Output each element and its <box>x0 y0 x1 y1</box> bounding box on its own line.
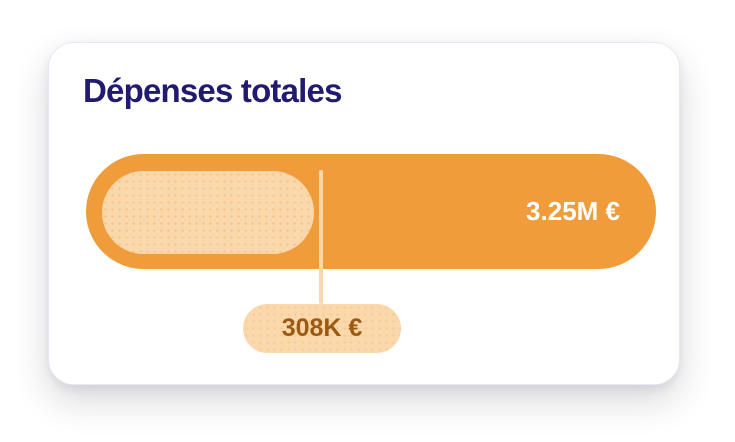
total-expenses-card: Dépenses totales 3.25M € 308K € <box>48 42 680 385</box>
total-expenses-bar[interactable]: 3.25M € <box>86 154 656 269</box>
callout-value-label: 308K € <box>281 314 363 342</box>
value-callout-pill: 308K € <box>243 304 401 353</box>
total-value-label: 3.25M € <box>526 196 620 226</box>
card-title: Dépenses totales <box>83 72 342 109</box>
highlighted-segment-pill[interactable] <box>102 171 314 254</box>
callout-connector-line <box>319 170 323 304</box>
